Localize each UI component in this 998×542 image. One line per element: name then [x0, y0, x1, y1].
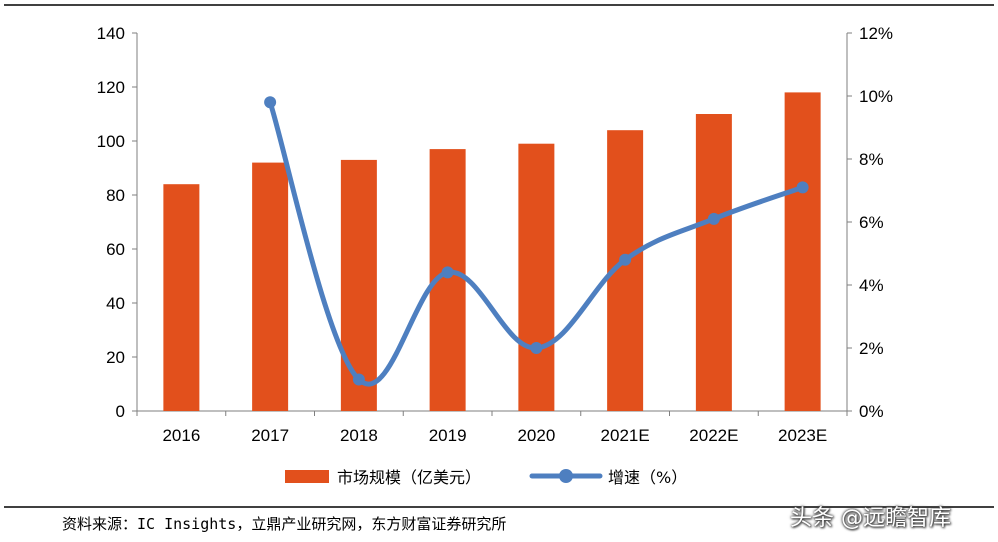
y-left-tick-label: 60 [106, 240, 125, 259]
growth-point-2022E [707, 212, 720, 225]
x-tick-label: 2020 [517, 426, 555, 445]
growth-point-2023E [796, 181, 809, 194]
legend-label-line: 增速（%） [608, 468, 687, 487]
growth-point-2019 [441, 266, 454, 279]
bar-2016 [163, 184, 200, 411]
growth-point-2020 [530, 342, 543, 354]
growth-line [267, 99, 806, 387]
legend: 市场规模（亿美元） 增速（%） [285, 468, 687, 487]
bar-2017 [252, 162, 289, 411]
y-left-tick-label: 120 [97, 78, 125, 97]
x-tick-label: 2021E [601, 426, 650, 445]
y-right-tick-label: 12% [859, 24, 893, 43]
y-left-tick-label: 100 [97, 132, 125, 151]
growth-point-2018 [352, 373, 365, 386]
x-tick-label: 2023E [778, 426, 827, 445]
y-left-tick-label: 40 [106, 294, 125, 313]
x-tick-label: 2022E [689, 426, 738, 445]
y-left-tick-label: 80 [106, 186, 125, 205]
growth-point-2017 [264, 96, 277, 109]
y-right-tick-label: 2% [859, 339, 884, 358]
y-left-tick-label: 140 [97, 24, 125, 43]
source-note: 资料来源：IC Insights，立鼎产业研究网，东方财富证券研究所 [62, 515, 507, 533]
y-left-tick-label: 0 [116, 402, 125, 421]
x-tick-label: 2016 [162, 426, 200, 445]
x-tick-label: 2018 [340, 426, 378, 445]
legend-label-bar: 市场规模（亿美元） [337, 468, 481, 487]
watermark: 头条 @远瞻智库 [790, 506, 951, 531]
y-left-tick-label: 20 [106, 348, 125, 367]
x-tick-label: 2019 [429, 426, 467, 445]
bar-2023E [784, 92, 821, 412]
y-right-tick-label: 0% [859, 402, 884, 421]
legend-swatch-marker [559, 469, 573, 483]
y-right-tick-label: 6% [859, 213, 884, 232]
bar-2020 [518, 143, 555, 411]
growth-point-2021E [619, 253, 632, 266]
bar-2018 [340, 159, 377, 411]
plot-area: 0 20 40 60 80 100 120 140 0% 2% 4% 6% 8% 10% 12% 2016 20… [97, 24, 893, 445]
bar-2022E [695, 114, 732, 411]
y-right-tick-label: 8% [859, 150, 884, 169]
x-tick-label: 2017 [251, 426, 289, 445]
y-right-tick-label: 10% [859, 87, 893, 106]
legend-swatch-bar [285, 470, 329, 483]
y-right-tick-label: 4% [859, 276, 884, 295]
